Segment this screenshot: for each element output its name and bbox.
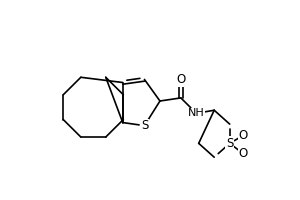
Text: O: O (238, 147, 248, 160)
Text: S: S (141, 119, 148, 132)
Text: NH: NH (188, 108, 205, 118)
Text: O: O (238, 129, 248, 142)
Text: O: O (176, 73, 185, 86)
Text: S: S (226, 137, 233, 150)
